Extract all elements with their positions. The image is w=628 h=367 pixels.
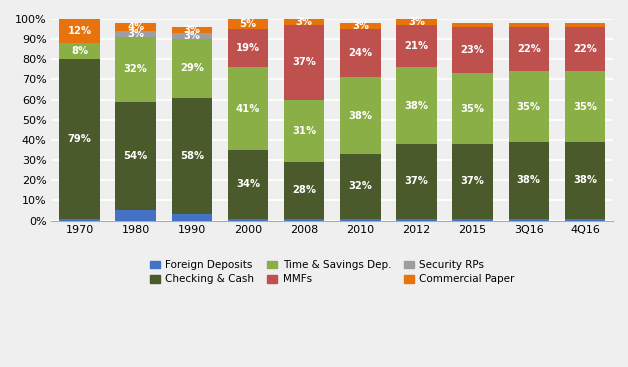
Text: 8%: 8% [71, 46, 88, 56]
Text: 22%: 22% [573, 44, 597, 54]
Text: 3%: 3% [183, 31, 200, 41]
Bar [171, 39, 212, 98]
Bar [171, 98, 212, 214]
Bar [340, 77, 381, 154]
Text: 31%: 31% [292, 126, 317, 136]
Bar [60, 19, 100, 43]
Bar [60, 43, 100, 59]
Text: 54%: 54% [124, 151, 148, 161]
Legend: Foreign Deposits, Checking & Cash, Time & Savings Dep., MMFs, Security RPs, Comm: Foreign Deposits, Checking & Cash, Time … [146, 256, 519, 288]
Text: 3%: 3% [408, 17, 425, 27]
Text: 12%: 12% [67, 26, 92, 36]
Text: 3%: 3% [183, 25, 200, 35]
Bar [228, 150, 268, 218]
Bar [340, 218, 381, 221]
Text: 38%: 38% [404, 101, 428, 111]
Text: 41%: 41% [236, 104, 260, 114]
Bar [284, 19, 325, 25]
Bar [565, 218, 605, 221]
Text: 3%: 3% [352, 21, 369, 31]
Bar [171, 214, 212, 221]
Bar [116, 37, 156, 102]
Bar [340, 154, 381, 218]
Text: 3%: 3% [127, 29, 144, 39]
Bar [116, 23, 156, 31]
Bar [116, 31, 156, 37]
Bar [509, 142, 549, 218]
Bar [228, 218, 268, 221]
Bar [452, 218, 493, 221]
Bar [228, 19, 268, 29]
Text: 28%: 28% [292, 185, 316, 195]
Text: 35%: 35% [460, 104, 485, 114]
Bar [452, 27, 493, 73]
Text: 23%: 23% [461, 45, 485, 55]
Bar [340, 29, 381, 77]
Text: 79%: 79% [68, 134, 92, 144]
Bar [228, 68, 268, 150]
Text: 37%: 37% [461, 176, 485, 186]
Text: 37%: 37% [404, 176, 428, 186]
Bar [509, 27, 549, 72]
Bar [565, 27, 605, 72]
Bar [116, 102, 156, 210]
Text: 29%: 29% [180, 63, 204, 73]
Bar [452, 144, 493, 218]
Bar [452, 73, 493, 144]
Bar [396, 25, 436, 68]
Bar [284, 99, 325, 162]
Text: 24%: 24% [349, 48, 372, 58]
Text: 35%: 35% [517, 102, 541, 112]
Text: 58%: 58% [180, 151, 204, 161]
Text: 38%: 38% [517, 175, 541, 185]
Text: 38%: 38% [349, 111, 372, 121]
Bar [284, 218, 325, 221]
Text: 3%: 3% [296, 17, 313, 27]
Bar [509, 23, 549, 27]
Bar [171, 33, 212, 39]
Text: 32%: 32% [124, 64, 148, 75]
Bar [116, 210, 156, 221]
Text: 37%: 37% [292, 57, 316, 67]
Bar [396, 144, 436, 218]
Text: 38%: 38% [573, 175, 597, 185]
Bar [228, 29, 268, 68]
Bar [284, 25, 325, 99]
Text: 4%: 4% [127, 22, 144, 32]
Bar [396, 19, 436, 25]
Bar [60, 59, 100, 218]
Bar [509, 218, 549, 221]
Text: 19%: 19% [236, 43, 260, 53]
Bar [452, 23, 493, 27]
Bar [171, 27, 212, 33]
Bar [396, 218, 436, 221]
Bar [565, 72, 605, 142]
Text: 5%: 5% [239, 19, 257, 29]
Bar [509, 72, 549, 142]
Text: 34%: 34% [236, 179, 260, 189]
Bar [565, 142, 605, 218]
Bar [565, 23, 605, 27]
Bar [396, 68, 436, 144]
Bar [284, 162, 325, 218]
Bar [340, 23, 381, 29]
Bar [60, 218, 100, 221]
Text: 32%: 32% [349, 181, 372, 191]
Text: 22%: 22% [517, 44, 541, 54]
Text: 21%: 21% [404, 41, 428, 51]
Text: 35%: 35% [573, 102, 597, 112]
